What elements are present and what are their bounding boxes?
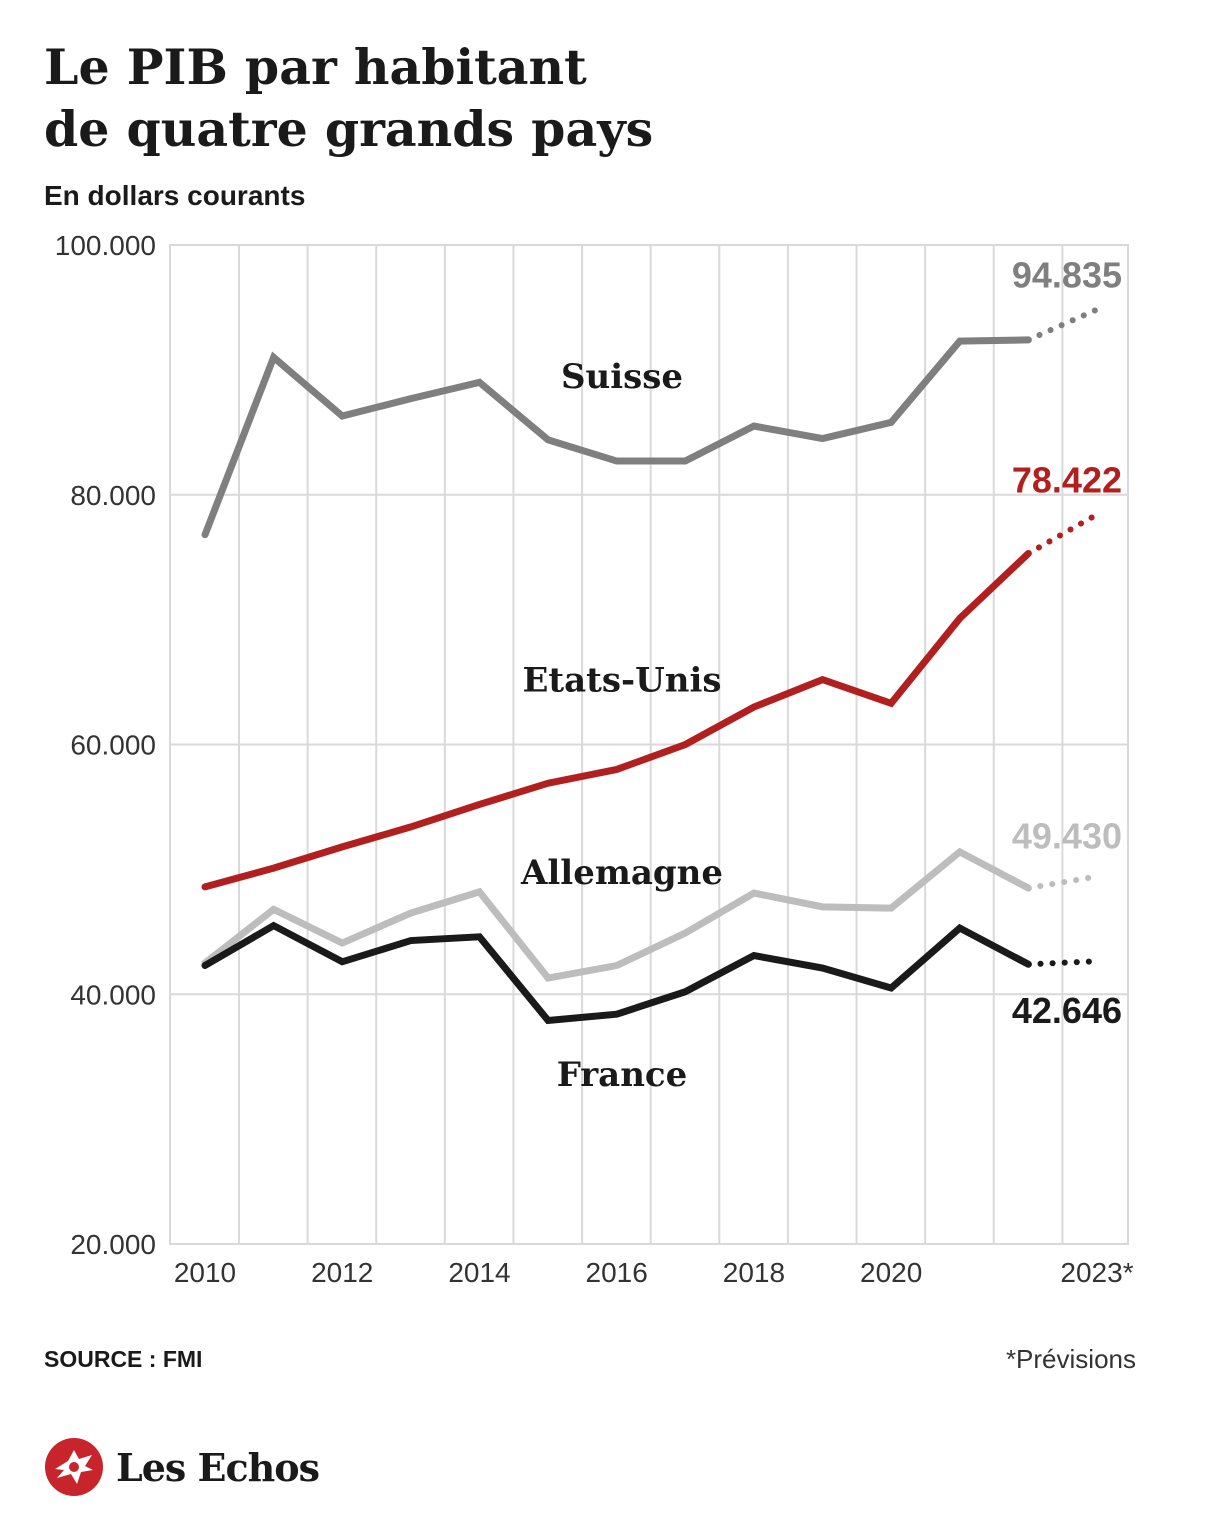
- y-tick-label: 60.000: [70, 730, 156, 761]
- allemagne-series-line: [201, 847, 1032, 982]
- x-tick-label: 2016: [586, 1257, 648, 1288]
- source-note: SOURCE : FMI: [44, 1346, 203, 1372]
- x-tick-label: 2023*: [1060, 1257, 1133, 1288]
- x-tick-label: 2020: [860, 1257, 922, 1288]
- allemagne-forecast-line: [1025, 873, 1100, 892]
- chart-title: Le PIB par habitant de quatre grands pay…: [44, 36, 944, 160]
- x-tick-label: 2010: [174, 1257, 236, 1288]
- y-tick-label: 100.000: [55, 230, 156, 261]
- suisse-series-line: [201, 336, 1032, 539]
- les-echos-logo-icon: [45, 1438, 103, 1496]
- suisse-series-label: Suisse: [561, 357, 683, 397]
- france-end-value-label: 42.646: [1012, 990, 1122, 1031]
- chart-title-line-1: Le PIB par habitant: [44, 38, 587, 96]
- y-tick-label: 20.000: [70, 1229, 156, 1260]
- x-tick-label: 2012: [311, 1257, 373, 1288]
- x-tick-label: 2014: [448, 1257, 510, 1288]
- y-tick-label: 40.000: [70, 979, 156, 1010]
- les-echos-logo: Les Echos: [44, 1434, 320, 1500]
- chart-title-line-2: de quatre grands pays: [44, 100, 654, 158]
- etats-unis-series-line: [201, 549, 1032, 891]
- chart-subtitle: En dollars courants: [44, 180, 306, 211]
- suisse-end-value-label: 94.835: [1012, 254, 1122, 295]
- suisse-forecast-line: [1025, 306, 1100, 343]
- etats-unis-forecast-line: [1025, 511, 1100, 557]
- y-tick-label: 80.000: [70, 480, 156, 511]
- logo-text: Les Echos: [116, 1444, 320, 1490]
- etats-unis-end-value-label: 78.422: [1012, 459, 1122, 500]
- allemagne-end-value-label: 49.430: [1012, 815, 1122, 856]
- france-series-line: [201, 921, 1032, 1025]
- line-chart: 100.000 80.000 60.000 40.000 20.000 2010 2012 2…: [55, 230, 1134, 1288]
- france-forecast-line: [1025, 958, 1100, 968]
- etats-unis-series-label: Etats-Unis: [522, 661, 721, 701]
- forecast-note: *Prévisions: [1005, 1344, 1136, 1374]
- allemagne-series-label: Allemagne: [520, 853, 723, 893]
- france-series-label: France: [557, 1055, 688, 1095]
- x-tick-label: 2018: [723, 1257, 785, 1288]
